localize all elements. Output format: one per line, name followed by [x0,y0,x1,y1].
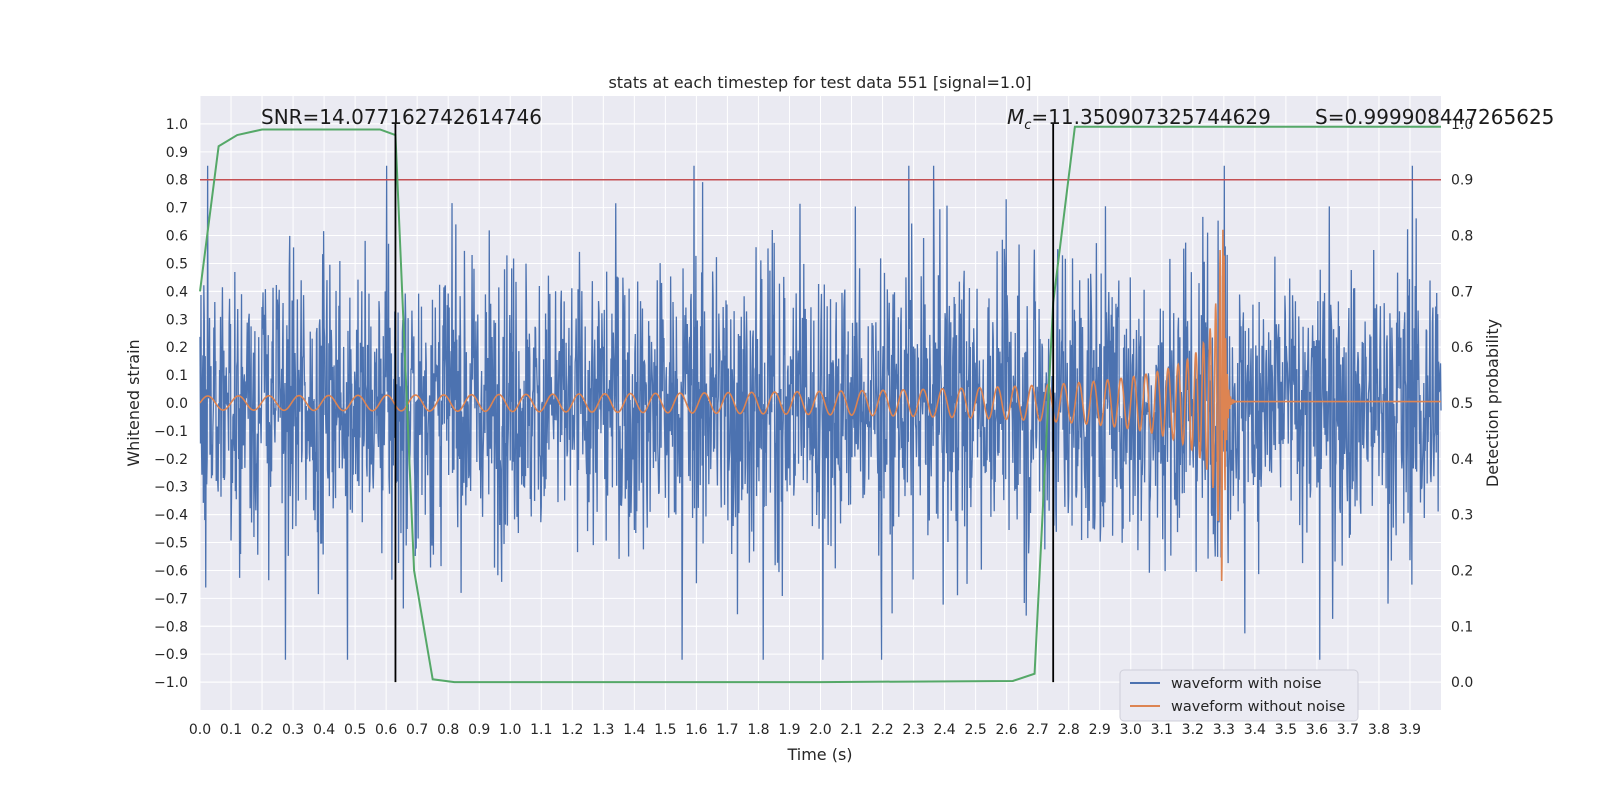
x-tick-29: 2.9 [1089,722,1111,738]
y-tick-12: −0.2 [154,452,188,468]
mc-symbol: M [1007,105,1024,129]
y-tick-labels: 1.0 0.9 0.8 0.7 0.6 0.5 0.4 0.3 0.2 0.1 0.0 −0.1 −0.… [154,117,188,691]
y-tick-6: 0.4 [166,284,188,300]
y-tick-9: 0.1 [166,368,188,384]
x-tick-35: 3.5 [1275,722,1297,738]
noise-waveform [199,165,1442,660]
x-tick-27: 2.7 [1027,722,1049,738]
y-right-tick-2: 0.8 [1451,229,1473,245]
y-axis-label: Whitened strain [124,339,143,466]
legend-label-noise: waveform with noise [1171,676,1322,692]
x-tick-9: 0.9 [468,722,490,738]
legend-label-clean: waveform without noise [1171,699,1345,715]
y-right-tick-6: 0.4 [1451,452,1473,468]
y-right-tick-9: 0.1 [1451,619,1473,635]
y-right-tick-0: 1.0 [1451,117,1473,133]
x-tick-22: 2.2 [871,722,893,738]
x-tick-38: 3.8 [1368,722,1390,738]
x-tick-33: 3.3 [1213,722,1235,738]
y-tick-17: −0.7 [154,591,188,607]
x-tick-12: 1.2 [561,722,583,738]
snr-annotation: SNR=14.077162742614746 [261,105,542,129]
x-tick-31: 3.1 [1151,722,1173,738]
y-tick-13: −0.3 [154,480,188,496]
y-right-tick-5: 0.5 [1451,396,1473,412]
x-tick-4: 0.4 [313,722,335,738]
score-annotation: S=0.999908447265625 [1315,105,1554,129]
y-right-tick-4: 0.6 [1451,340,1473,356]
x-tick-17: 1.7 [716,722,738,738]
noise-line [199,165,1442,660]
x-tick-25: 2.5 [964,722,986,738]
x-tick-36: 3.6 [1306,722,1328,738]
x-tick-6: 0.6 [375,722,397,738]
x-tick-16: 1.6 [685,722,707,738]
y-right-tick-labels: 1.0 0.9 0.8 0.7 0.6 0.5 0.4 0.3 0.2 0.1 0.0 [1451,117,1473,691]
x-tick-11: 1.1 [530,722,552,738]
x-tick-34: 3.4 [1244,722,1266,738]
y-tick-2: 0.8 [166,173,188,189]
x-tick-24: 2.4 [933,722,955,738]
x-tick-10: 1.0 [499,722,521,738]
y-right-axis-label: Detection probability [1483,319,1502,487]
chirp-mass-annotation: Mc=11.350907325744629 [1007,105,1271,133]
x-axis-label: Time (s) [786,745,852,764]
y-tick-19: −0.9 [154,647,188,663]
y-tick-15: −0.5 [154,536,188,552]
y-tick-14: −0.4 [154,508,188,524]
x-tick-18: 1.8 [747,722,769,738]
y-tick-18: −0.8 [154,619,188,635]
x-tick-28: 2.8 [1058,722,1080,738]
x-tick-32: 3.2 [1182,722,1204,738]
x-tick-20: 2.0 [809,722,831,738]
x-tick-39: 3.9 [1399,722,1421,738]
x-tick-2: 0.2 [251,722,273,738]
x-tick-8: 0.8 [437,722,459,738]
x-tick-5: 0.5 [344,722,366,738]
x-tick-37: 3.7 [1337,722,1359,738]
x-tick-23: 2.3 [902,722,924,738]
y-right-tick-1: 0.9 [1451,173,1473,189]
x-tick-30: 3.0 [1120,722,1142,738]
x-tick-19: 1.9 [778,722,800,738]
y-right-tick-3: 0.7 [1451,284,1473,300]
x-tick-13: 1.3 [592,722,614,738]
y-tick-7: 0.3 [166,312,188,328]
x-tick-15: 1.5 [654,722,676,738]
x-tick-3: 0.3 [282,722,304,738]
y-tick-8: 0.2 [166,340,188,356]
vertical-markers [394,123,1055,683]
y-tick-0: 1.0 [166,117,188,133]
y-right-tick-10: 0.0 [1451,675,1473,691]
y-tick-16: −0.6 [154,563,188,579]
y-tick-11: −0.1 [154,424,188,440]
y-tick-3: 0.7 [166,201,188,217]
y-right-tick-7: 0.3 [1451,508,1473,524]
mc-value: =11.350907325744629 [1031,105,1270,129]
y-tick-10: 0.0 [166,396,188,412]
legend-box [1119,669,1359,722]
mc-subscript: c [1024,118,1031,133]
y-tick-20: −1.0 [154,675,188,691]
x-tick-14: 1.4 [623,722,645,738]
y-tick-5: 0.5 [166,256,188,272]
chart-title: stats at each timestep for test data 551… [608,73,1031,92]
x-tick-1: 0.1 [220,722,242,738]
x-tick-26: 2.6 [996,722,1018,738]
x-tick-labels: 0.0 0.1 0.2 0.3 0.4 0.5 0.6 0.7 0.8 0.9 1.0 1.1 1.2 1… [189,722,1421,738]
x-tick-7: 0.7 [406,722,428,738]
x-tick-21: 2.1 [840,722,862,738]
y-tick-4: 0.6 [166,229,188,245]
y-tick-1: 0.9 [166,145,188,161]
x-tick-0: 0.0 [189,722,211,738]
y-right-tick-8: 0.2 [1451,563,1473,579]
legend: waveform with noise waveform without noi… [1119,669,1359,722]
